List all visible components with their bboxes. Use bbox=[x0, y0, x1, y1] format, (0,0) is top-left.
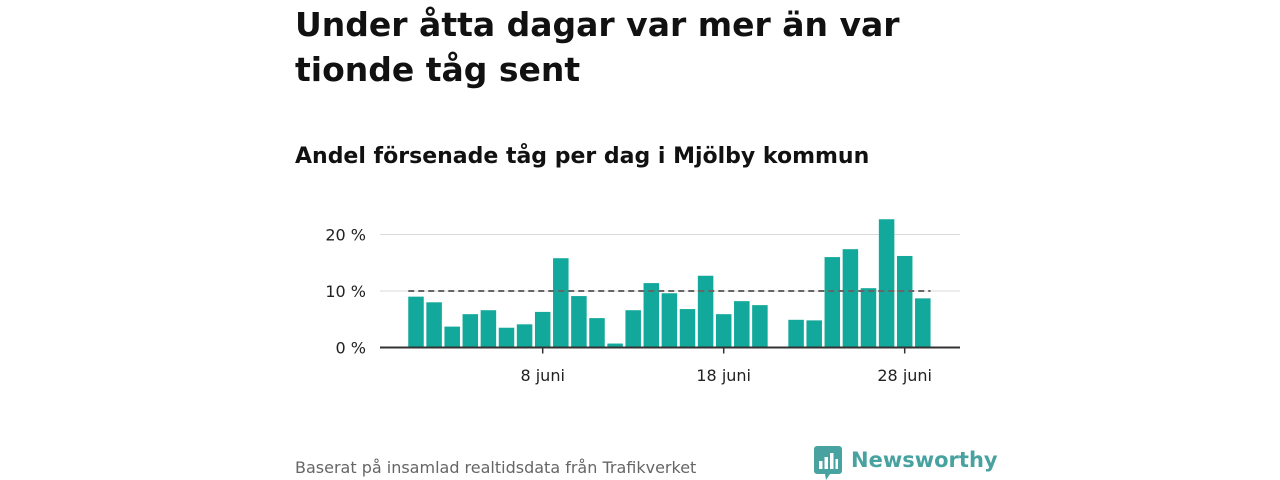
bar-day-13 bbox=[625, 310, 641, 348]
bar-day-14 bbox=[643, 283, 660, 348]
bar-day-1 bbox=[408, 296, 424, 348]
data-source-note: Baserat på insamlad realtidsdata från Tr… bbox=[295, 458, 697, 477]
y-tick-label: 0 % bbox=[336, 339, 366, 358]
bar-day-27 bbox=[878, 219, 895, 348]
bar-day-2 bbox=[426, 302, 442, 348]
bar-day-9 bbox=[553, 258, 569, 348]
bar-day-5 bbox=[480, 310, 497, 348]
newsworthy-logo-icon bbox=[814, 446, 842, 480]
bar-day-6 bbox=[498, 327, 515, 348]
newsworthy-brand[interactable]: Newsworthy bbox=[814, 446, 998, 480]
bar-day-11 bbox=[589, 318, 605, 348]
y-axis-ticks: 0 % 10 % 20 % bbox=[325, 226, 366, 358]
bar-day-28 bbox=[896, 255, 913, 348]
bars bbox=[408, 219, 931, 348]
bar-day-12 bbox=[607, 343, 623, 348]
bar-day-10 bbox=[571, 296, 587, 348]
x-tick-label: 18 juni bbox=[696, 366, 751, 385]
bar-day-4 bbox=[462, 314, 479, 348]
bar-day-24 bbox=[824, 257, 841, 348]
bar-day-25 bbox=[842, 249, 859, 348]
bar-day-23 bbox=[806, 320, 822, 348]
y-tick-label: 10 % bbox=[325, 282, 366, 301]
x-tick-label: 8 juni bbox=[520, 366, 564, 385]
bar-day-3 bbox=[444, 326, 460, 348]
x-tick-label: 28 juni bbox=[877, 366, 932, 385]
brand-name: Newsworthy bbox=[851, 448, 998, 472]
y-tick-label: 20 % bbox=[325, 226, 366, 245]
bar-day-29 bbox=[915, 298, 931, 348]
x-axis-ticks: 8 juni 18 juni 28 juni bbox=[520, 347, 932, 385]
bar-day-7 bbox=[516, 324, 533, 348]
gridlines bbox=[380, 234, 960, 292]
bar-day-26 bbox=[860, 288, 877, 348]
bar-day-22 bbox=[788, 319, 804, 348]
chart-headline: Under åtta dagar var mer än var tionde t… bbox=[295, 5, 900, 89]
bar-day-20 bbox=[752, 305, 768, 348]
bar-day-17 bbox=[697, 275, 714, 348]
bar-day-16 bbox=[679, 309, 696, 348]
bar-day-19 bbox=[734, 301, 750, 348]
bar-day-18 bbox=[715, 314, 732, 348]
bar-day-15 bbox=[661, 293, 678, 348]
chart-subtitle: Andel försenade tåg per dag i Mjölby kom… bbox=[295, 144, 870, 169]
bar-day-8 bbox=[534, 311, 551, 348]
